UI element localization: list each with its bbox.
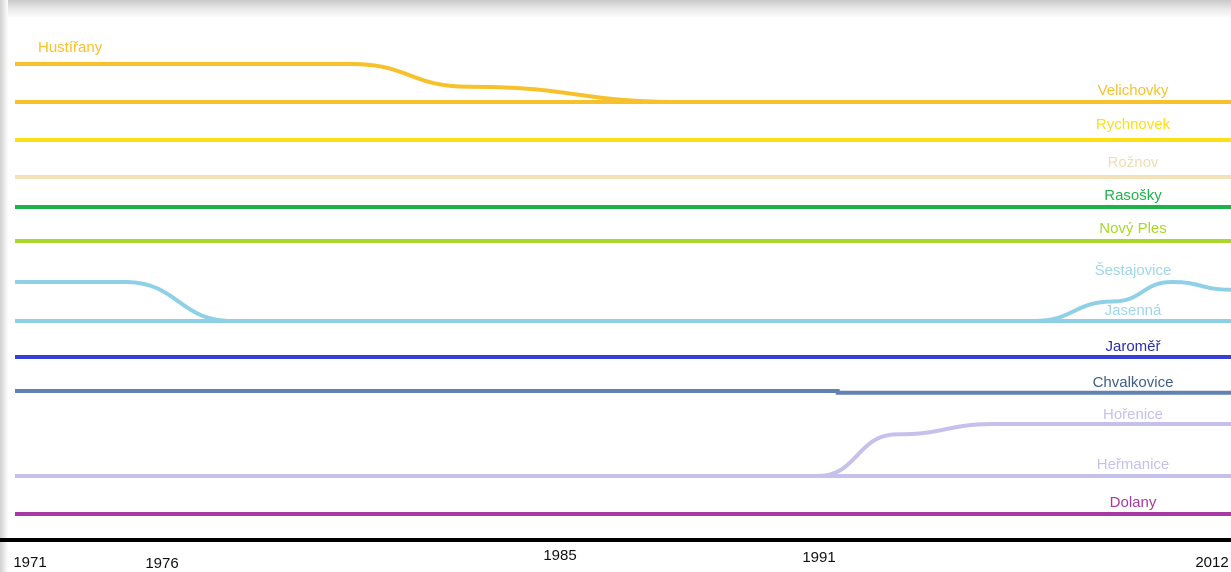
series-label-novy-ples: Nový Ples: [1099, 220, 1167, 237]
series-label-chvalkovice: Chvalkovice: [1093, 374, 1174, 391]
chart-border-left: [0, 0, 8, 572]
series-label-sestajovice: Šestajovice: [1095, 262, 1172, 279]
x-tick-label-1991: 1991: [802, 549, 835, 566]
series-label-dolany: Dolany: [1110, 494, 1157, 511]
series-label-hustirany: Hustířany: [38, 39, 103, 56]
x-tick-label-1971: 1971: [13, 554, 46, 571]
series-label-jasenna: Jasenná: [1105, 302, 1162, 319]
x-tick-label-2012: 2012: [1195, 554, 1228, 571]
series-line-horenice: [817, 422, 1231, 478]
series-label-horenice: Hořenice: [1103, 406, 1163, 423]
series-label-roznov: Rožnov: [1108, 154, 1159, 171]
series-label-jaromer: Jaroměř: [1105, 338, 1161, 355]
series-line-chvalkovice: [15, 389, 1231, 395]
series-line-sestajovice: [15, 279, 1231, 323]
series-line-hustirany: [15, 62, 684, 104]
series-labels: Hustířany Velichovky Rychnovek Rožnov Rasošk…: [38, 39, 1173, 511]
series-label-hermanice: Heřmanice: [1097, 456, 1170, 473]
series-label-rychnovek: Rychnovek: [1096, 116, 1171, 133]
x-tick-label-1976: 1976: [145, 555, 178, 572]
series-lines: [15, 62, 1231, 516]
series-label-rasosky: Rasošky: [1104, 187, 1162, 204]
x-tick-label-1985: 1985: [543, 547, 576, 564]
series-label-velichovky: Velichovky: [1098, 82, 1169, 99]
